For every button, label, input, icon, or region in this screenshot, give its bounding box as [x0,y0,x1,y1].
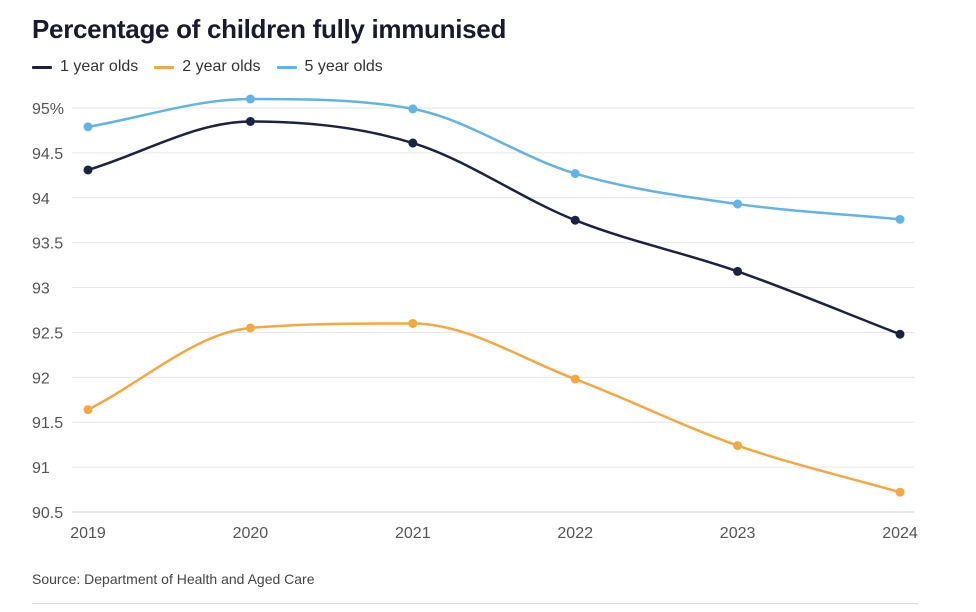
gridlines [72,107,914,513]
y-axis-tick-labels: 90.5 91 91.5 92 92.5 93 93.5 94 94.5 95% [32,101,64,522]
legend-swatch-2-year-olds [154,65,175,69]
legend-label-2-year-olds: 2 year olds [182,58,261,75]
data-point-1-year-olds [733,266,743,276]
data-point-5-year-olds [408,104,418,114]
data-point-2-year-olds [408,318,418,328]
data-point-1-year-olds [895,329,905,339]
data-point-5-year-olds [245,94,255,104]
legend-label-1-year-olds: 1 year olds [60,58,139,75]
x-tick-label: 2019 [70,525,106,542]
y-tick-label: 93 [32,281,50,298]
y-tick-label: 91 [32,460,50,477]
x-tick-label: 2024 [882,525,918,542]
footer-divider [32,603,918,604]
legend-swatch-5-year-olds [276,65,297,69]
data-point-2-year-olds [245,323,255,333]
y-tick-label: 92 [32,370,50,387]
data-point-5-year-olds [733,199,743,209]
data-point-5-year-olds [83,122,93,132]
chart-title: Percentage of children fully immunised [32,14,507,44]
y-tick-label: 91.5 [32,415,63,432]
legend-swatch-1-year-olds [32,65,52,69]
data-point-2-year-olds [570,374,580,384]
x-tick-label: 2023 [720,525,756,542]
data-point-2-year-olds [895,487,905,497]
data-point-2-year-olds [83,405,93,415]
series-lines [86,97,902,494]
legend: 1 year olds 2 year olds 5 year olds [32,58,399,76]
data-point-1-year-olds [83,165,93,175]
source-note: Source: Department of Health and Aged Ca… [32,571,315,587]
data-points [83,94,905,497]
y-tick-label: 92.5 [32,325,63,342]
series-line-1-year-olds [86,120,902,336]
legend-item-5-year-olds[interactable]: 5 year olds [276,58,383,76]
y-tick-label: 90.5 [32,505,63,522]
x-tick-label: 2020 [233,525,269,542]
y-tick-label: 95% [32,101,64,118]
legend-label-5-year-olds: 5 year olds [304,58,383,75]
series-line-5-year-olds [86,97,902,221]
data-point-2-year-olds [733,441,743,451]
data-point-1-year-olds [570,215,580,225]
legend-item-1-year-olds[interactable]: 1 year olds [32,58,138,76]
legend-item-2-year-olds[interactable]: 2 year olds [154,58,261,76]
data-point-5-year-olds [895,214,905,224]
y-tick-label: 94.5 [32,146,63,163]
y-tick-label: 93.5 [32,236,63,253]
x-tick-label: 2022 [557,525,593,542]
x-tick-label: 2021 [395,525,431,542]
x-axis-tick-labels: 2019 2020 2021 2022 2023 2024 [70,525,918,542]
data-point-1-year-olds [408,138,418,148]
y-tick-label: 94 [32,191,50,208]
data-point-1-year-olds [245,116,255,126]
data-point-5-year-olds [570,169,580,179]
series-line-2-year-olds [86,322,902,494]
